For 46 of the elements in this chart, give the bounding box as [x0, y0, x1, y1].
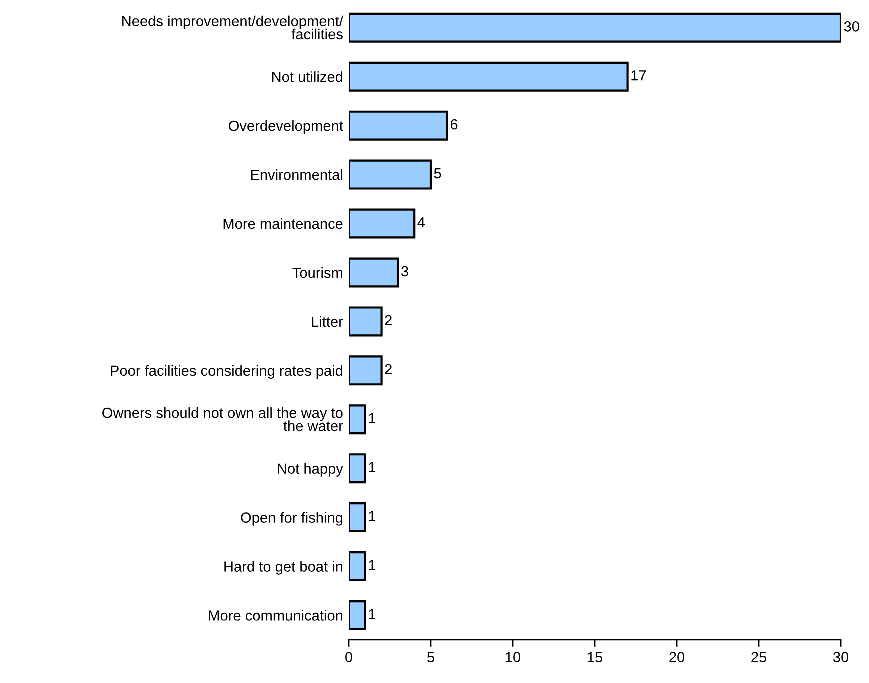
data-label: 1 — [369, 413, 376, 424]
y-tick-label: Overdevelopment — [229, 120, 344, 134]
x-tick-label: 15 — [588, 652, 603, 662]
bar — [348, 404, 366, 435]
data-label: 2 — [385, 364, 392, 374]
data-label: 1 — [369, 462, 376, 472]
bar — [348, 552, 366, 582]
y-tick-label: Litter — [312, 316, 344, 328]
y-tick-label: Hard to get boat in — [224, 561, 342, 575]
bar — [348, 110, 448, 141]
bar — [348, 306, 383, 337]
data-label: 1 — [369, 511, 376, 522]
bar — [348, 12, 842, 43]
data-label: 30 — [844, 21, 860, 32]
y-tick-label: Needs improvement/development/ facilities — [122, 16, 344, 40]
bar — [348, 454, 366, 484]
data-label: 3 — [402, 266, 408, 277]
bar — [348, 208, 416, 239]
bar — [348, 600, 366, 630]
data-label: 4 — [418, 218, 426, 228]
bar — [348, 258, 400, 288]
data-label: 1 — [369, 560, 376, 570]
y-tick-label: Open for fishing — [241, 512, 343, 526]
x-tick-label: 0 — [346, 652, 352, 662]
y-tick-label: Not happy — [278, 463, 344, 477]
x-tick-label: 30 — [833, 652, 849, 662]
data-label: 1 — [369, 609, 376, 620]
y-tick-label: More maintenance — [224, 218, 343, 230]
x-tick-label: 25 — [752, 652, 767, 662]
y-tick-label: Poor facilities considering rates paid — [111, 365, 343, 379]
x-tick-label: 20 — [670, 652, 685, 662]
bar — [348, 356, 383, 386]
y-tick-label: Environmental — [251, 170, 342, 180]
data-label: 5 — [434, 168, 442, 179]
bar — [348, 502, 366, 533]
y-tick-label: More communication — [209, 610, 342, 621]
bar — [348, 160, 432, 190]
x-tick-label: 5 — [428, 652, 434, 662]
data-label: 17 — [632, 70, 646, 81]
y-tick-label: Owners should not own all the way to the water — [102, 408, 344, 432]
y-tick-label: Tourism — [292, 267, 342, 278]
data-label: 6 — [450, 119, 458, 130]
x-tick-label: 10 — [506, 652, 521, 662]
y-tick-label: Not utilized — [272, 72, 342, 82]
bar — [348, 62, 629, 92]
data-label: 2 — [385, 315, 392, 326]
